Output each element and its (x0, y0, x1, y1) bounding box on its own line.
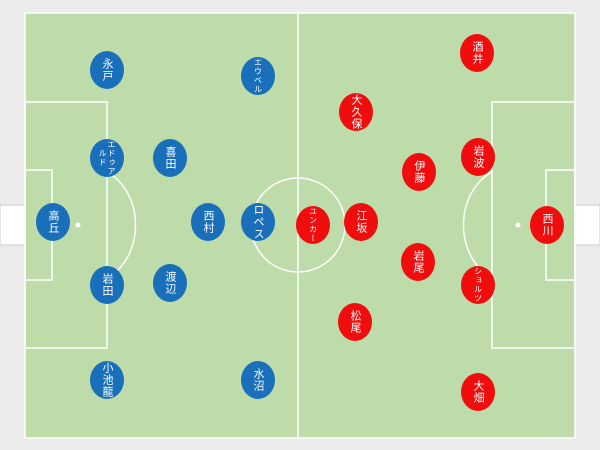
home-player-marker: エドゥアルド (90, 139, 124, 177)
away-player-marker: 岩波 (461, 138, 495, 176)
home-player-marker: 永戸 (90, 51, 124, 89)
home-player-marker: 岩田 (90, 266, 124, 304)
away-player-marker: 大久保 (339, 93, 373, 131)
home-player-marker: 喜田 (153, 139, 187, 177)
home-player-marker: 渡辺 (153, 264, 187, 302)
home-player-marker: 小池龍 (90, 361, 124, 399)
away-player-marker: 松尾 (338, 303, 372, 341)
away-player-marker: ショルツ (461, 266, 495, 304)
away-player-marker: ユンカー (296, 206, 330, 244)
right-goal (574, 204, 600, 246)
away-player-marker: 岩尾 (401, 243, 435, 281)
away-player-marker: 伊藤 (402, 153, 436, 191)
left-penalty-arc (106, 171, 137, 279)
home-player-marker: 西村 (191, 203, 225, 241)
home-player-marker: エウベル (241, 57, 275, 95)
home-player-marker: 水沼 (241, 361, 275, 399)
away-player-marker: 西川 (530, 206, 564, 244)
away-player-marker: 大畑 (461, 373, 495, 411)
away-player-marker: 江坂 (344, 203, 378, 241)
home-player-marker: 高丘 (36, 203, 70, 241)
away-player-marker: 酒井 (460, 34, 494, 72)
home-player-marker: ロペス (241, 203, 275, 241)
left-goal (0, 204, 26, 246)
